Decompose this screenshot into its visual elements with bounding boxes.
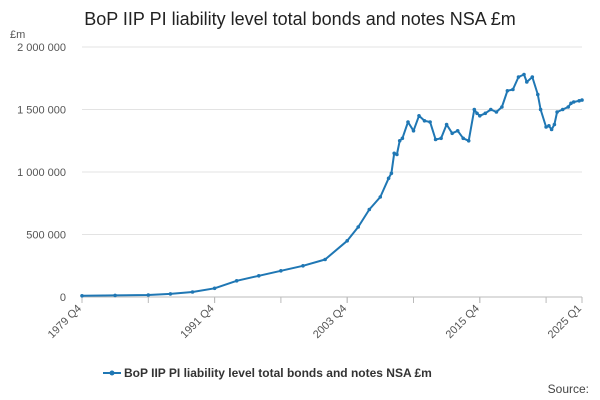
data-point — [190, 290, 195, 294]
data-point — [569, 101, 573, 106]
data-point — [511, 87, 515, 92]
y-tick-label: 500 000 — [26, 230, 66, 242]
data-point — [389, 171, 394, 176]
y-tick-label: 1 500 000 — [17, 105, 66, 117]
x-axis: 1979 Q4 1991 Q4 2003 Q4 2015 Q4 2025 Q1 — [46, 296, 584, 341]
data-point — [411, 129, 416, 133]
data-point — [444, 122, 449, 127]
data-point — [422, 119, 427, 123]
unit-label: £m — [10, 29, 25, 41]
data-point — [378, 195, 383, 199]
data-point — [113, 293, 117, 298]
data-point — [516, 75, 521, 79]
x-tick-label: 2015 Q4 — [444, 303, 482, 341]
data-point — [323, 257, 327, 262]
data-point — [505, 89, 510, 93]
data-point — [168, 292, 173, 296]
source-label: Source: — [548, 382, 589, 396]
legend-label: BoP IIP PI liability level total bonds a… — [124, 366, 432, 380]
data-point — [345, 239, 350, 243]
x-tick-label: 2025 Q1 — [546, 303, 584, 341]
data-point — [500, 105, 504, 109]
data-point — [522, 72, 526, 77]
series-line — [81, 73, 583, 297]
data-point — [455, 129, 460, 133]
y-axis-ticks: 0 500 000 1 000 000 1 500 000 2 000 000 — [17, 42, 66, 304]
data-point — [439, 136, 443, 141]
data-point — [146, 293, 151, 297]
data-point — [489, 107, 493, 112]
data-point — [571, 100, 576, 104]
data-point — [367, 207, 372, 212]
data-point — [547, 124, 551, 128]
data-point — [395, 152, 399, 157]
data-point — [406, 120, 410, 124]
data-point — [577, 99, 581, 103]
data-point — [580, 98, 584, 102]
data-point — [450, 131, 455, 136]
data-point — [566, 105, 570, 109]
data-point — [433, 137, 438, 142]
data-point — [536, 92, 540, 97]
data-point — [80, 294, 84, 298]
legend: BoP IIP PI liability level total bonds a… — [103, 366, 432, 380]
x-tick-label: 1991 Q4 — [178, 303, 216, 341]
data-point — [417, 114, 421, 118]
data-point — [356, 225, 361, 229]
series-group — [80, 72, 584, 298]
y-tick-label: 0 — [60, 292, 66, 304]
data-point — [544, 125, 548, 129]
legend-swatch-marker — [109, 370, 115, 376]
data-point — [301, 264, 305, 268]
data-point — [475, 111, 479, 116]
data-point — [555, 110, 559, 114]
x-tick-label: 1979 Q4 — [46, 303, 84, 341]
data-point — [279, 269, 283, 273]
data-point — [552, 122, 557, 127]
gridlines — [82, 46, 582, 235]
data-point — [212, 286, 217, 291]
data-point — [560, 107, 565, 112]
data-point — [530, 75, 535, 79]
data-point — [472, 107, 477, 112]
chart-title: BoP IIP PI liability level total bonds a… — [84, 9, 516, 29]
data-point — [538, 107, 543, 112]
data-point — [483, 111, 488, 116]
y-tick-label: 1 000 000 — [17, 167, 66, 179]
data-point — [234, 279, 239, 283]
data-point — [397, 139, 402, 143]
data-point — [466, 139, 471, 143]
y-tick-label: 2 000 000 — [17, 42, 66, 54]
data-point — [400, 136, 405, 141]
data-point — [549, 127, 554, 132]
data-point — [461, 136, 466, 141]
data-point — [386, 176, 391, 181]
data-point — [392, 151, 397, 156]
data-point — [428, 120, 432, 124]
data-point — [257, 274, 261, 278]
data-point — [478, 114, 482, 118]
x-tick-label: 2003 Q4 — [311, 303, 349, 341]
data-point — [525, 80, 529, 84]
data-point — [494, 110, 499, 114]
